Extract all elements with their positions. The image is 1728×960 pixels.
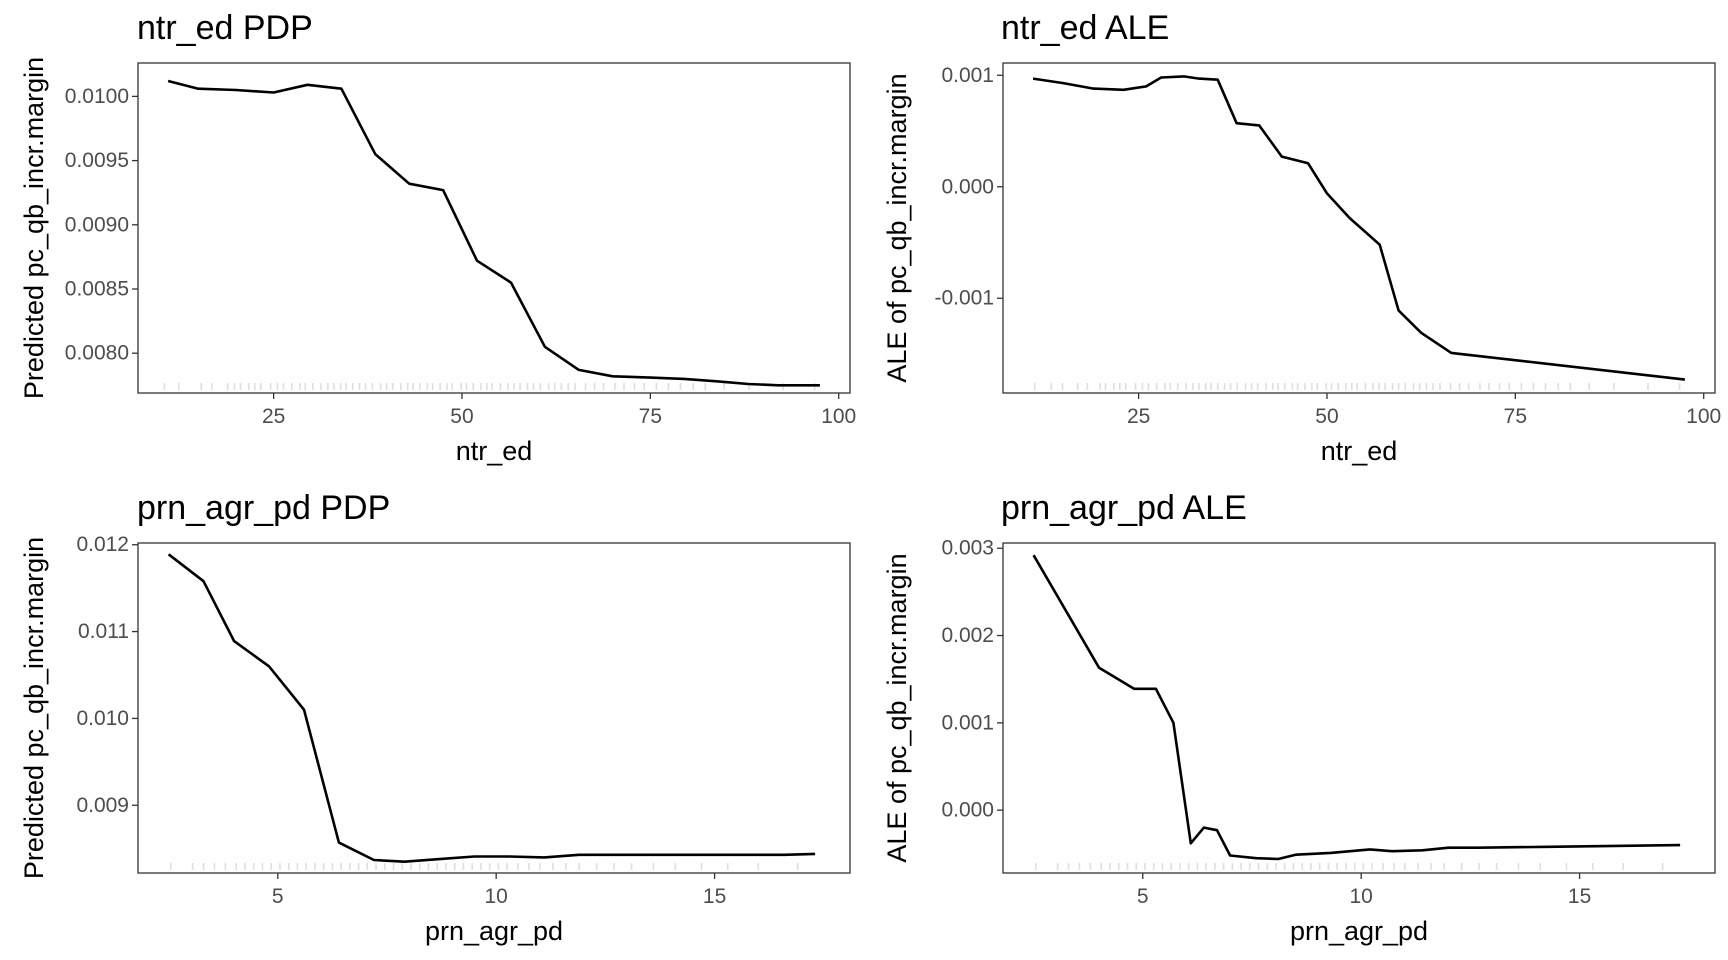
x-tick-label: 25	[262, 405, 285, 428]
y-tick-label: 0.003	[941, 537, 994, 560]
plot-border	[137, 62, 851, 394]
y-tick-label: 0.0100	[65, 85, 129, 108]
y-tick-label: 0.002	[941, 624, 994, 647]
panel-title: ntr_ed PDP	[137, 9, 313, 47]
y-tick-label: 0.009	[76, 794, 129, 817]
plot-border	[137, 542, 851, 874]
x-tick-label: 10	[1350, 885, 1373, 908]
x-tick-label: 75	[639, 405, 662, 428]
y-tick-label: 0.012	[76, 533, 129, 556]
panel-ntr-ed-pdp: ntr_ed PDP Predicted pc_qb_incr.margin n…	[19, 9, 856, 466]
x-tick-label: 5	[272, 885, 284, 908]
y-tick-label: 0.010	[76, 707, 129, 730]
y-tick-label: 0.000	[941, 175, 994, 198]
x-axis-title: prn_agr_pd	[425, 916, 563, 946]
x-tick-label: 100	[1686, 405, 1721, 428]
y-tick-label: 0.0080	[65, 342, 129, 365]
panel-title: ntr_ed ALE	[1001, 9, 1169, 47]
series-line	[167, 553, 816, 864]
x-tick-label: 15	[703, 885, 726, 908]
y-axis-title: Predicted pc_qb_incr.margin	[19, 537, 49, 879]
series-line	[167, 79, 820, 387]
y-tick-label: 0.001	[941, 64, 994, 87]
x-tick-label: 5	[1137, 885, 1149, 908]
x-tick-label: 100	[821, 405, 856, 428]
series-line	[1032, 554, 1681, 861]
x-tick-label: 50	[450, 405, 473, 428]
y-tick-label: 0.0095	[65, 149, 129, 172]
panel-ntr-ed-ale: ntr_ed ALE ALE of pc_qb_incr.margin ntr_…	[882, 9, 1721, 466]
panel-title: prn_agr_pd PDP	[137, 489, 390, 527]
y-tick-label: 0.0090	[65, 213, 129, 236]
series-line	[1032, 75, 1686, 381]
plot-border	[1002, 62, 1716, 394]
x-axis-title: ntr_ed	[1321, 436, 1398, 466]
y-axis-title: ALE of pc_qb_incr.margin	[882, 553, 912, 862]
panel-title: prn_agr_pd ALE	[1001, 489, 1247, 527]
x-tick-label: 15	[1568, 885, 1591, 908]
y-tick-label: -0.001	[934, 287, 994, 310]
y-axis-title: ALE of pc_qb_incr.margin	[882, 73, 912, 382]
x-axis-title: prn_agr_pd	[1290, 916, 1428, 946]
panel-prn-agr-pd-ale: prn_agr_pd ALE ALE of pc_qb_incr.margin …	[882, 489, 1716, 946]
panel-prn-agr-pd-pdp: prn_agr_pd PDP Predicted pc_qb_incr.marg…	[19, 489, 851, 946]
x-axis-title: ntr_ed	[456, 436, 533, 466]
x-tick-label: 25	[1127, 405, 1150, 428]
plot-border	[1002, 542, 1716, 874]
x-tick-label: 10	[485, 885, 508, 908]
y-tick-label: 0.001	[941, 711, 994, 734]
y-tick-label: 0.000	[941, 799, 994, 822]
x-tick-label: 50	[1315, 405, 1338, 428]
y-axis-title: Predicted pc_qb_incr.margin	[19, 57, 49, 399]
x-tick-label: 75	[1504, 405, 1527, 428]
y-tick-label: 0.0085	[65, 277, 129, 300]
y-tick-label: 0.011	[78, 620, 129, 643]
